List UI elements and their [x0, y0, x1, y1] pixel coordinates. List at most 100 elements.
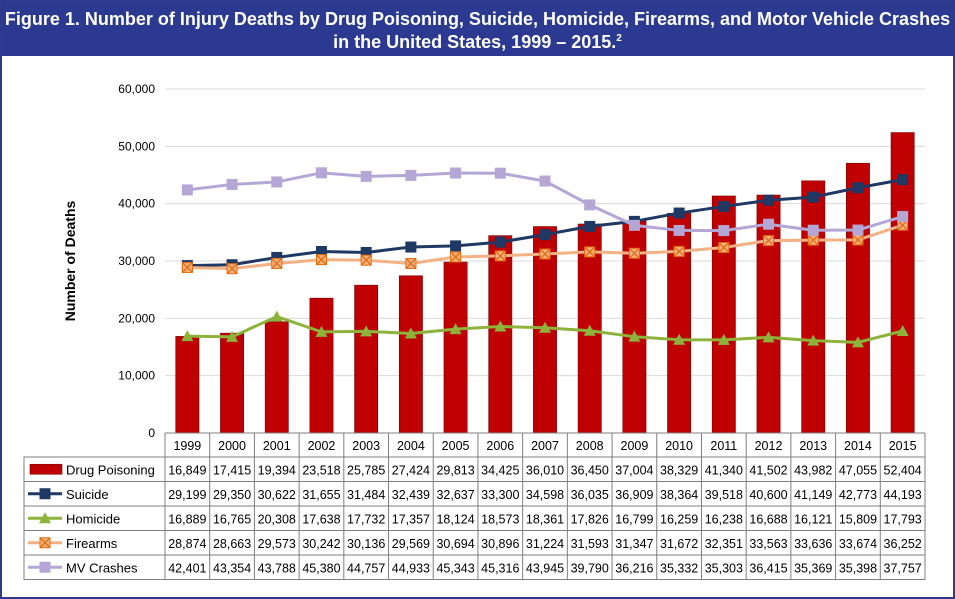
data-label-suicide-2011: 39,518 — [705, 488, 743, 502]
data-label-suicide-2000: 29,350 — [213, 488, 251, 502]
x-tick-label-2004: 2004 — [397, 439, 425, 453]
axis-layer: 0 10,000 20,000 30,000 40,000 50,000 60,000 Num… — [62, 82, 925, 440]
y-tick-label: 60,000 — [118, 82, 155, 96]
point-firearms-2009 — [628, 247, 640, 259]
data-label-mv-crashes-2014: 35,398 — [839, 561, 877, 575]
data-label-firearms-2001: 29,573 — [258, 537, 296, 551]
data-label-firearms-2014: 33,674 — [839, 537, 877, 551]
data-label-firearms-2009: 31,347 — [615, 537, 653, 551]
data-label-drug-poisoning-2006: 34,425 — [481, 463, 519, 477]
data-label-drug-poisoning-2009: 37,004 — [615, 463, 653, 477]
data-label-suicide-2015: 44,193 — [884, 488, 922, 502]
point-suicide-2005 — [450, 240, 462, 252]
x-tick-label-2015: 2015 — [889, 439, 917, 453]
x-tick-label-2001: 2001 — [263, 439, 291, 453]
point-suicide-2012 — [763, 194, 775, 206]
data-label-homicide-1999: 16,889 — [168, 512, 206, 526]
data-label-mv-crashes-2007: 43,945 — [526, 561, 564, 575]
data-label-suicide-2003: 31,484 — [347, 488, 385, 502]
legend-key-marker-suicide — [39, 488, 51, 500]
data-label-firearms-2010: 31,672 — [660, 537, 698, 551]
x-tick-label-2010: 2010 — [665, 439, 693, 453]
point-mv-crashes-2005 — [450, 167, 462, 179]
bar-drug-poisoning-2004 — [398, 275, 423, 434]
figure-title: Figure 1. Number of Injury Deaths by Dru… — [2, 2, 953, 56]
point-mv-crashes-2010 — [673, 224, 685, 236]
legend-label-drug-poisoning: Drug Poisoning — [66, 462, 155, 477]
line-layer — [181, 167, 909, 348]
data-label-suicide-2004: 32,439 — [392, 488, 430, 502]
data-label-suicide-2009: 36,909 — [615, 488, 653, 502]
data-label-firearms-2004: 29,569 — [392, 537, 430, 551]
point-firearms-1999 — [181, 261, 193, 273]
x-tick-label-2013: 2013 — [799, 439, 827, 453]
point-homicide-2014 — [851, 336, 864, 348]
bar-drug-poisoning-2003 — [354, 284, 379, 434]
point-homicide-2011 — [717, 333, 730, 345]
data-label-mv-crashes-2012: 36,415 — [749, 561, 787, 575]
data-label-homicide-2007: 18,361 — [526, 512, 564, 526]
bar-drug-poisoning-2000 — [220, 332, 244, 434]
data-label-firearms-2008: 31,593 — [571, 537, 609, 551]
data-label-firearms-2015: 36,252 — [884, 537, 922, 551]
point-mv-crashes-2013 — [807, 224, 819, 236]
data-label-drug-poisoning-2012: 41,502 — [749, 463, 787, 477]
bar-drug-poisoning-2012 — [756, 194, 781, 434]
data-table: 1999 2000 2001 2002 2003 2004 2005 2006 2007 2008… — [23, 433, 926, 580]
data-label-drug-poisoning-2013: 43,982 — [794, 463, 832, 477]
point-mv-crashes-2002 — [315, 167, 327, 179]
point-firearms-2014 — [852, 234, 864, 246]
bar-drug-poisoning-2014 — [846, 162, 870, 434]
point-suicide-2010 — [673, 207, 685, 219]
point-homicide-2002 — [315, 325, 328, 337]
point-mv-crashes-2012 — [763, 218, 775, 230]
point-firearms-2003 — [360, 254, 372, 266]
data-label-firearms-2012: 33,563 — [749, 537, 787, 551]
bar-drug-poisoning-1999 — [175, 336, 200, 434]
point-firearms-2013 — [807, 234, 819, 246]
legend-key-drug-poisoning — [29, 463, 63, 475]
point-mv-crashes-2001 — [271, 176, 283, 188]
point-suicide-2004 — [405, 241, 417, 253]
point-firearms-2001 — [271, 257, 283, 269]
point-firearms-2011 — [718, 242, 730, 254]
data-label-mv-crashes-2000: 43,354 — [213, 561, 251, 575]
point-firearms-2005 — [450, 251, 462, 263]
data-label-drug-poisoning-2003: 25,785 — [347, 463, 385, 477]
point-mv-crashes-1999 — [181, 184, 193, 196]
data-label-suicide-2006: 33,300 — [481, 488, 519, 502]
point-firearms-2000 — [226, 263, 238, 275]
point-suicide-2011 — [718, 200, 730, 212]
point-suicide-2013 — [807, 191, 819, 203]
y-tick-label: 50,000 — [118, 139, 155, 153]
point-suicide-2006 — [494, 236, 506, 248]
data-label-homicide-2008: 17,826 — [571, 512, 609, 526]
data-label-mv-crashes-2001: 43,788 — [258, 561, 296, 575]
data-label-mv-crashes-2010: 35,332 — [660, 561, 698, 575]
point-homicide-2007 — [539, 321, 551, 333]
point-mv-crashes-2000 — [226, 178, 238, 190]
point-firearms-2002 — [315, 254, 327, 266]
legend-label-suicide: Suicide — [66, 487, 109, 502]
legend-key-marker-homicide — [39, 512, 51, 524]
data-label-drug-poisoning-2007: 36,010 — [526, 463, 564, 477]
point-homicide-2000 — [226, 330, 239, 342]
data-label-mv-crashes-2013: 35,369 — [794, 561, 832, 575]
data-label-suicide-2008: 36,035 — [571, 488, 609, 502]
data-label-drug-poisoning-2002: 23,518 — [302, 463, 340, 477]
data-label-firearms-2003: 30,136 — [347, 537, 385, 551]
data-label-mv-crashes-2005: 45,343 — [436, 561, 474, 575]
legend-label-firearms: Firearms — [66, 536, 118, 551]
data-label-mv-crashes-2008: 39,790 — [571, 561, 609, 575]
data-label-firearms-2011: 32,351 — [705, 537, 743, 551]
x-tick-label-2011: 2011 — [710, 439, 737, 453]
y-tick-label: 0 — [148, 426, 155, 440]
data-label-firearms-1999: 28,874 — [168, 537, 206, 551]
chart: 0 10,000 20,000 30,000 40,000 50,000 60,000 Num… — [23, 82, 926, 580]
data-label-drug-poisoning-2015: 52,404 — [884, 463, 922, 477]
data-label-suicide-2014: 42,773 — [839, 488, 877, 502]
bar-drug-poisoning-2006 — [488, 235, 513, 434]
x-tick-label-2002: 2002 — [308, 439, 336, 453]
x-tick-label-2005: 2005 — [442, 439, 470, 453]
data-label-suicide-2001: 30,622 — [258, 488, 296, 502]
